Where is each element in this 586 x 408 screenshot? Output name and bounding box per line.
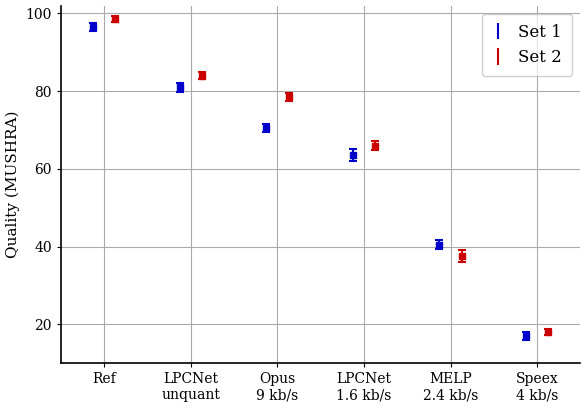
- Y-axis label: Quality (MUSHRA): Quality (MUSHRA): [5, 111, 20, 258]
- Legend: Set 1, Set 2: Set 1, Set 2: [482, 14, 572, 76]
